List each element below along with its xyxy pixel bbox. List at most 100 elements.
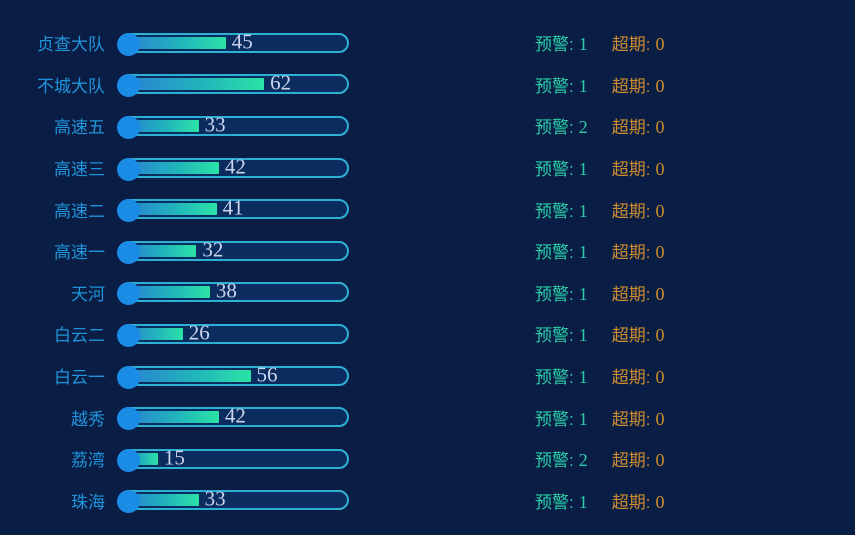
warning-count: 1 [578,75,588,96]
overdue-stat: 超期: 0 [612,363,665,388]
warning-label: 预警: [535,243,574,263]
overdue-label: 超期: [611,76,651,96]
overdue-count: 0 [655,325,665,346]
overdue-stat: 超期: 0 [612,155,665,180]
row-stats: 预警: 2 超期: 0 [535,446,664,471]
overdue-count: 0 [655,242,665,263]
overdue-stat: 超期: 0 [612,30,665,55]
warning-label: 预警: [535,368,574,388]
table-row: 贞查大队 45 预警: 1 超期: 0 [0,22,855,64]
row-label: 荔湾 [71,451,105,471]
bar-start-dot-icon [117,365,140,389]
overdue-count: 0 [655,450,665,471]
row-label: 高速一 [54,243,105,263]
row-stats: 预警: 1 超期: 0 [535,363,664,388]
row-label: 越秀 [71,409,105,429]
warning-count: 1 [578,34,588,55]
warning-count: 2 [578,450,588,471]
bar-track: 32 [117,237,349,264]
row-label: 贞查大队 [37,35,105,55]
overdue-label: 超期: [611,368,651,388]
bar-track: 42 [117,154,349,181]
overdue-label: 超期: [611,451,651,471]
bar-track: 42 [117,403,349,431]
overdue-count: 0 [655,491,665,512]
row-stats: 预警: 1 超期: 0 [535,280,664,305]
bar-start-dot-icon [117,32,140,56]
warning-stat: 预警: 1 [535,363,588,388]
overdue-count: 0 [655,283,665,304]
warning-stat: 预警: 1 [535,155,588,180]
warning-stat: 预警: 1 [535,488,588,513]
bar-track: 26 [117,320,349,347]
table-row: 白云二 26 预警: 1 超期: 0 [0,313,855,355]
bar-value: 26 [188,320,210,345]
bar-start-dot-icon [117,115,140,139]
row-label: 珠海 [71,492,105,512]
warning-label: 预警: [535,35,574,55]
bar-fill [124,244,197,257]
bar-fill [124,494,199,507]
bar-value: 15 [163,445,185,470]
warning-stat: 预警: 1 [535,405,588,430]
bar-value: 32 [202,237,224,262]
bar-start-dot-icon [117,240,140,264]
bar-fill [124,161,219,174]
warning-label: 预警: [535,492,574,512]
bar-value: 62 [270,71,292,96]
overdue-label: 超期: [611,326,651,346]
bar-value: 33 [204,486,226,511]
row-stats: 预警: 1 超期: 0 [535,197,664,222]
table-row: 高速五 33 预警: 2 超期: 0 [0,105,855,147]
bar-track: 15 [117,445,349,472]
warning-label: 预警: [535,451,574,471]
warning-stat: 预警: 2 [535,113,588,138]
row-label: 高速五 [54,118,105,138]
warning-stat: 预警: 1 [535,321,588,346]
overdue-count: 0 [655,117,665,138]
warning-count: 1 [578,242,588,263]
table-row: 白云一 56 预警: 1 超期: 0 [0,355,855,397]
bar-value: 42 [224,154,246,179]
warning-count: 1 [578,325,588,346]
bar-value: 42 [224,403,246,428]
row-stats: 预警: 1 超期: 0 [535,321,664,346]
row-stats: 预警: 1 超期: 0 [535,238,664,263]
overdue-count: 0 [655,34,665,55]
bar-start-dot-icon [117,323,140,347]
bar-track: 33 [117,114,349,139]
warning-label: 预警: [535,201,574,221]
bar-fill [124,119,199,132]
row-stats: 预警: 1 超期: 0 [535,405,664,430]
table-row: 高速一 32 预警: 1 超期: 0 [0,230,855,272]
bar-start-dot-icon [117,490,140,514]
overdue-label: 超期: [611,160,651,180]
row-label: 白云二 [54,326,105,346]
row-label: 白云一 [54,368,105,388]
overdue-label: 超期: [611,243,651,263]
table-row: 不城大队 62 预警: 1 超期: 0 [0,64,855,106]
bar-track: 38 [117,281,349,306]
row-stats: 预警: 1 超期: 0 [535,72,664,97]
overdue-stat: 超期: 0 [612,280,665,305]
row-label: 高速二 [54,201,105,221]
row-stats: 预警: 2 超期: 0 [535,113,664,138]
row-label: 天河 [71,284,105,304]
overdue-count: 0 [655,200,665,221]
overdue-count: 0 [655,159,665,180]
warning-count: 1 [578,367,588,388]
warning-label: 预警: [535,326,574,346]
row-label: 高速三 [54,160,105,180]
overdue-label: 超期: [611,35,651,55]
overdue-label: 超期: [611,409,651,429]
bar-start-dot-icon [117,282,140,306]
table-row: 高速二 41 预警: 1 超期: 0 [0,188,855,230]
warning-label: 预警: [535,409,574,429]
bar-track: 56 [117,364,349,389]
bar-track: 62 [117,71,349,98]
row-stats: 预警: 1 超期: 0 [535,488,664,513]
table-row: 越秀 42 预警: 1 超期: 0 [0,396,855,438]
overdue-stat: 超期: 0 [612,446,665,471]
warning-stat: 预警: 1 [535,280,588,305]
